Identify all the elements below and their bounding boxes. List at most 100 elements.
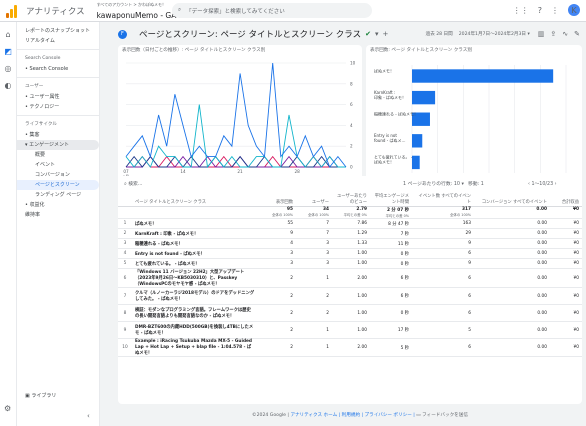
table-row[interactable]: 2 KarnKraft : 印象 - ぱぬメモ！ 9 7 1.29 7 秒 29 0.00 ¥0 (118, 228, 582, 239)
series-line[interactable] (125, 104, 346, 169)
sidebar-divider (17, 49, 99, 50)
help-icon[interactable]: ? (537, 5, 542, 15)
bar[interactable] (412, 112, 430, 126)
check-circle-icon[interactable]: ✔ (365, 30, 371, 38)
dropdown-chevron-icon[interactable]: ▾ (375, 30, 379, 38)
bar[interactable] (412, 155, 420, 170)
page-title-cell[interactable]: クルマ（ルノーカーラジ2018モデル）のドアをデッドニングしてみた。 - ぱぬメ… (132, 287, 258, 305)
col-views-per-user[interactable]: ユーザーあたりのビュー (332, 192, 370, 207)
sidebar-library[interactable]: ▣ ライブラリ (25, 392, 56, 399)
y-tick-label: 4 (350, 123, 353, 128)
sidebar-item[interactable]: ランディング ページ (35, 192, 82, 198)
home-icon[interactable]: ⌂ (5, 30, 11, 39)
table-row[interactable]: 3 稲穂連れる - ぱぬメモ！ 4 3 1.33 11 秒 9 0.00 ¥0 (118, 238, 582, 249)
table-row[interactable]: 1 ぱぬメモ！ 55 7 7.86 8 分 47 秒 163 0.00 ¥0 (118, 218, 582, 229)
col-revenue[interactable]: 合計収益 (550, 192, 582, 207)
sidebar-item[interactable]: ▾ エンゲージメント (17, 140, 99, 150)
bar[interactable] (412, 134, 423, 148)
share-icon[interactable]: ⇪ (550, 30, 557, 38)
table-row[interactable]: 4 Entry is not found - ぱぬメモ！ 3 3 1.00 0 秒 6 0.0… (118, 248, 582, 259)
page-title-cell[interactable]: Entry is not found - ぱぬメモ！ (132, 248, 258, 259)
date-range-value: 2024年1月7日～2024年2月3日 ▾ (458, 32, 530, 37)
page-title-cell[interactable]: KarnKraft : 印象 - ぱぬメモ！ (132, 228, 258, 239)
totals-value: 317 (462, 207, 471, 212)
page-title-cell[interactable]: ぱぬメモ！ (132, 218, 258, 229)
page-title-cell[interactable]: 稲穂連れる - ぱぬメモ！ (132, 238, 258, 249)
col-views[interactable]: 表示回数 (258, 192, 296, 207)
filter-chip[interactable]: F (118, 29, 127, 39)
bar[interactable] (412, 69, 554, 83)
footer-links[interactable]: アナリティクス ホーム | 利用規約 | プライバシー ポリシー | (290, 413, 415, 418)
account-selector[interactable]: すべてのアカウント > かわぽぬメモ！ kawaponuMemo - GA4 ▾ (97, 1, 188, 20)
rows-per-page[interactable]: 1 ページあたりの行数: 10 ▾ (403, 182, 464, 187)
goto-page[interactable]: 移動: 1 (468, 180, 484, 187)
pager[interactable]: ‹ 1～10/23 › (528, 182, 557, 187)
collapse-sidebar-icon[interactable]: ‹ (87, 412, 90, 420)
footer-feedback[interactable]: フィードバックを送信 (422, 413, 468, 418)
cell-rev: ¥0 (550, 287, 582, 305)
page-title-cell[interactable]: DMR-BZT600の内蔵HDD(500GB)を換装し4TBにしたメモ - ぱぬ… (132, 321, 258, 339)
explore-icon[interactable]: ◎ (4, 64, 12, 73)
sidebar-item[interactable]: リアルタイム (25, 38, 55, 44)
series-line[interactable] (125, 62, 347, 168)
sidebar-item[interactable]: • ユーザー属性 (25, 94, 60, 100)
col-page-title[interactable]: ページ タイトルとスクリーン クラス (132, 192, 258, 207)
account-breadcrumb: すべてのアカウント > かわぽぬメモ！ (96, 2, 167, 7)
col-engagement-time[interactable]: 平均エンゲージメント時間 (370, 192, 412, 207)
sidebar-item[interactable]: 概要 (35, 152, 46, 158)
table-row[interactable]: 7 クルマ（ルノーカーラジ2018モデル）のドアをデッドニングしてみた。 - ぱぬ… (118, 287, 582, 305)
line-chart[interactable]: 0246810071月142128 (118, 45, 362, 197)
table-row[interactable]: 6 「Windows 11 バージョン 22H2」大型アップデート（2023年9月… (118, 268, 582, 288)
totals-cell: 0.00 (474, 206, 550, 219)
sidebar-item[interactable]: コンバージョン (35, 172, 70, 178)
col-conversions[interactable]: コンバージョン すべてのイベント (474, 192, 550, 207)
sidebar-item[interactable]: ページとスクリーン (17, 180, 99, 190)
sidebar-list: レポートのスナップショット リアルタイム Search Console • Searc… (17, 26, 99, 220)
table-row[interactable]: 8 検証：モダンなプログラミング言語。フレームワークは歴史の長い開発言語よりも開発… (118, 304, 582, 322)
date-range-picker[interactable]: 過去 28 日間 2024年1月7日～2024年2月3日 ▾ (426, 31, 530, 37)
page-title-cell[interactable]: 「Windows 11 バージョン 22H2」大型アップデート（2023年9月2… (132, 268, 258, 288)
page-title-cell[interactable]: Example : iRacing Tsukuba Mazda MX-5 - G… (132, 338, 258, 357)
avatar[interactable]: K (568, 4, 580, 16)
table-search[interactable]: ⌕ 検索... (124, 182, 143, 187)
row-number: 10 (118, 338, 132, 357)
sidebar-item[interactable]: • テクノロジー (25, 104, 60, 110)
page-title-cell[interactable]: 検証：モダンなプログラミング言語。フレームワークは歴史の長い開発言語よりも開発言… (132, 304, 258, 322)
sidebar-item[interactable]: 維持率 (25, 212, 41, 218)
sidebar-section-heading: ライフサイクル (25, 122, 57, 127)
more-vert-icon[interactable]: ⋮ (551, 5, 559, 15)
bar-chart[interactable]: 0102030405060ぱぬメモ！KarnKraft : 印象 - ぱぬメモ！… (366, 45, 582, 197)
table-row[interactable]: 5 とても疲れている。 - ぱぬメモ！ 3 3 1.00 0 秒 9 0.00 ¥0 (118, 258, 582, 269)
cell-conv: 0.00 (474, 228, 550, 239)
advertising-icon[interactable]: ◐ (4, 81, 12, 90)
table-header-row: ページ タイトルとスクリーン クラス 表示回数 ユーザー ユーザーあたりのビュー… (118, 192, 582, 207)
reports-icon[interactable]: ◩ (4, 47, 12, 56)
table-row[interactable]: 9 DMR-BZT600の内蔵HDD(500GB)を換装し4TBにしたメモ - ぱ… (118, 321, 582, 339)
bar[interactable] (412, 90, 436, 105)
cell-time: 6 秒 (370, 268, 412, 288)
totals-sub: 全体の 100% (308, 213, 329, 217)
col-users[interactable]: ユーザー (296, 192, 332, 207)
sidebar-item[interactable]: イベント (35, 162, 56, 168)
col-event-count[interactable]: イベント数 すべてのイベント (412, 192, 474, 207)
customize-report-icon[interactable]: ▥ (537, 30, 545, 38)
sidebar-item[interactable]: • 収益化 (25, 202, 45, 208)
cell-vpu: 1.00 (332, 258, 370, 269)
page-title-cell[interactable]: とても疲れている。 - ぱぬメモ！ (132, 258, 258, 269)
table-row[interactable]: 10 Example : iRacing Tsukuba Mazda MX-5 -… (118, 338, 582, 357)
settings-icon[interactable]: ⚙ (4, 404, 12, 413)
cell-views: 55 (258, 218, 296, 229)
data-table: ページ タイトルとスクリーン クラス 表示回数 ユーザー ユーザーあたりのビュー… (118, 192, 582, 357)
footer-copyright: ©2024 Google | (252, 413, 289, 418)
apps-grid-icon[interactable]: ⋮⋮ (512, 5, 529, 15)
analytics-logo-icon[interactable] (6, 4, 20, 18)
sidebar-item[interactable]: • 集客 (25, 132, 40, 138)
sidebar-item[interactable]: レポートのスナップショット (25, 28, 91, 34)
y-tick-label: 2 (350, 144, 353, 149)
sidebar-item[interactable]: • Search Console (25, 66, 69, 72)
add-comparison-icon[interactable]: + (382, 30, 389, 38)
search-input[interactable]: ⌕ 「データ探索」と検索してみてください (172, 3, 372, 18)
edit-icon[interactable]: ✎ (574, 30, 580, 38)
table-search-placeholder: 検索... (128, 182, 143, 187)
insights-icon[interactable]: ∿ (562, 30, 569, 38)
